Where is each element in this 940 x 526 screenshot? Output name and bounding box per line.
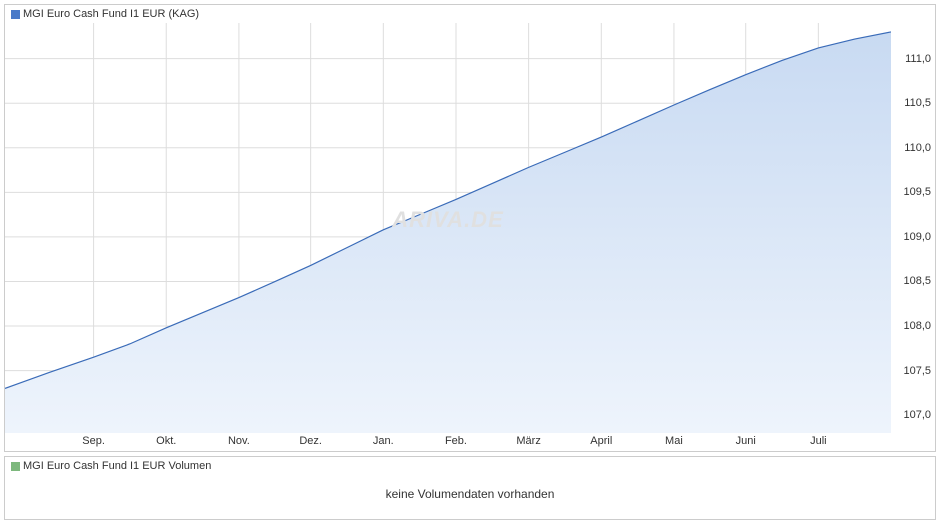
y-tick-label: 108,0 xyxy=(903,320,931,332)
price-chart-panel: MGI Euro Cash Fund I1 EUR (KAG) ARIVA.DE… xyxy=(4,4,936,452)
y-tick-label: 107,5 xyxy=(903,365,931,377)
x-tick-label: Jan. xyxy=(373,435,394,447)
plot-area: ARIVA.DE xyxy=(5,23,891,433)
chart-legend: MGI Euro Cash Fund I1 EUR (KAG) xyxy=(11,8,199,20)
no-volume-message: keine Volumendaten vorhanden xyxy=(386,487,555,501)
x-tick-label: Juni xyxy=(736,435,756,447)
x-tick-label: März xyxy=(516,435,540,447)
volume-panel: MGI Euro Cash Fund I1 EUR Volumen keine … xyxy=(4,456,936,520)
y-tick-label: 107,0 xyxy=(903,409,931,421)
legend-swatch-icon xyxy=(11,462,20,471)
x-tick-label: Okt. xyxy=(156,435,176,447)
x-tick-label: April xyxy=(590,435,612,447)
y-tick-label: 110,0 xyxy=(904,142,931,154)
legend-label: MGI Euro Cash Fund I1 EUR (KAG) xyxy=(23,8,199,20)
x-tick-label: Nov. xyxy=(228,435,250,447)
x-tick-label: Feb. xyxy=(445,435,467,447)
x-tick-label: Sep. xyxy=(82,435,105,447)
volume-legend-label: MGI Euro Cash Fund I1 EUR Volumen xyxy=(23,460,211,472)
y-axis-labels: 107,0 107,5 108,0 108,5 109,0 109,5 110,0 110,5… xyxy=(893,23,933,433)
x-tick-label: Mai xyxy=(665,435,683,447)
y-tick-label: 111,0 xyxy=(905,53,931,65)
x-axis-labels: Sep. Okt. Nov. Dez. Jan. Feb. März April Mai Juni… xyxy=(5,435,891,449)
y-tick-label: 109,0 xyxy=(903,231,931,243)
y-tick-label: 108,5 xyxy=(903,275,931,287)
y-tick-label: 109,5 xyxy=(903,186,931,198)
volume-legend: MGI Euro Cash Fund I1 EUR Volumen xyxy=(11,460,211,472)
x-tick-label: Juli xyxy=(810,435,827,447)
chart-svg xyxy=(5,23,891,433)
y-tick-label: 110,5 xyxy=(904,97,931,109)
x-tick-label: Dez. xyxy=(299,435,322,447)
legend-swatch-icon xyxy=(11,10,20,19)
